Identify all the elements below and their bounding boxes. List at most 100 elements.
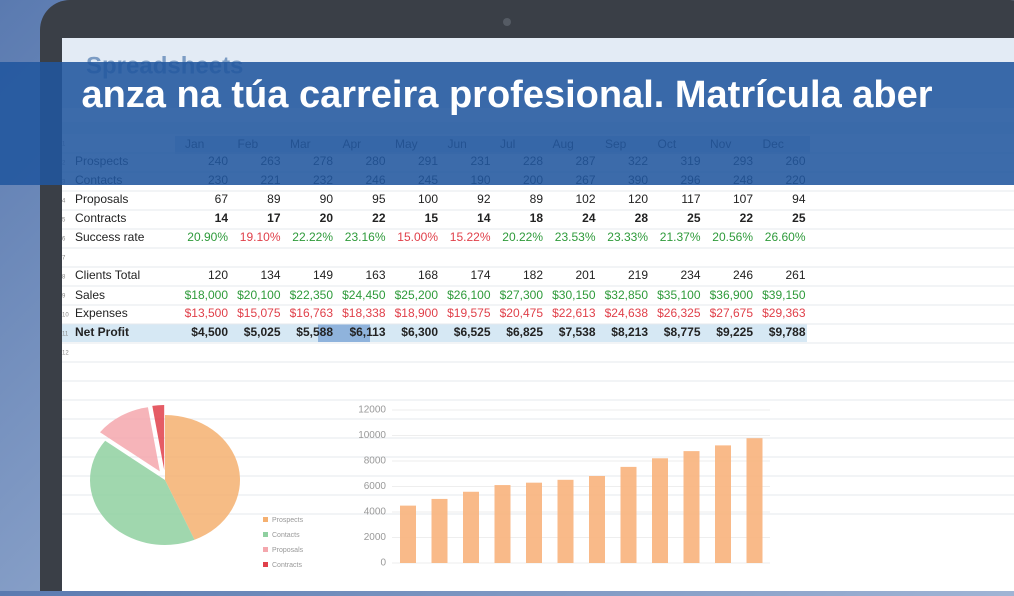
cell: 23.16%	[345, 230, 386, 244]
cell: $8,775	[664, 325, 701, 339]
row-label: Success rate	[75, 230, 145, 244]
row-label: Sales	[75, 288, 105, 302]
cell: $27,300	[500, 288, 544, 302]
row-label: Expenses	[75, 306, 128, 320]
cell: $32,850	[605, 288, 649, 302]
cell: $13,500	[185, 306, 229, 320]
legend-swatch	[263, 517, 268, 522]
legend-swatch	[263, 547, 268, 552]
bar	[684, 451, 700, 563]
bar	[558, 480, 574, 563]
y-tick-label: 10000	[358, 430, 386, 441]
cell: 107	[733, 192, 753, 206]
cell: $19,575	[447, 306, 491, 320]
cell: 22	[740, 211, 754, 225]
cell: $5,588	[296, 325, 333, 339]
cell: $36,900	[710, 288, 754, 302]
bar	[495, 485, 511, 563]
cell: 89	[530, 192, 544, 206]
bar	[526, 483, 542, 563]
bar	[747, 438, 763, 563]
cell: 22.22%	[292, 230, 333, 244]
cell: $9,225	[716, 325, 753, 339]
cell: $39,150	[762, 288, 806, 302]
row-number: 10	[62, 313, 69, 319]
bar	[621, 467, 637, 563]
bar	[463, 492, 479, 563]
headline: anza na túa carreira profesional. Matríc…	[81, 74, 932, 116]
cell: 95	[372, 192, 386, 206]
cell: 15.00%	[397, 230, 438, 244]
legend-swatch	[263, 562, 268, 567]
cell: $18,338	[342, 306, 386, 320]
bar	[715, 445, 731, 563]
row-label: Net Profit	[75, 325, 129, 339]
cell: $26,100	[447, 288, 491, 302]
y-tick-label: 4000	[364, 507, 387, 518]
cell: 23.33%	[607, 230, 648, 244]
row-label: Contracts	[75, 211, 126, 225]
cell: 94	[792, 192, 806, 206]
row-label: Clients Total	[75, 268, 140, 282]
cell: 117	[681, 192, 700, 206]
cell: 24	[582, 211, 596, 225]
cell: 23.53%	[555, 230, 596, 244]
y-tick-label: 2000	[364, 532, 387, 543]
cell: 234	[680, 268, 700, 282]
cell: 20.22%	[502, 230, 543, 244]
cell: 163	[365, 268, 385, 282]
cell: 15.22%	[450, 230, 491, 244]
row-number: 12	[62, 351, 69, 357]
cell: 120	[628, 192, 648, 206]
legend-label: Prospects	[272, 517, 304, 524]
cell: 102	[575, 192, 595, 206]
cell: 18	[530, 211, 544, 225]
cell: $26,325	[657, 306, 701, 320]
cell: 89	[267, 192, 281, 206]
camera	[503, 18, 511, 26]
cell: 67	[215, 192, 229, 206]
cell: 22	[372, 211, 386, 225]
row-label: Proposals	[75, 192, 128, 206]
cell: $22,350	[290, 288, 334, 302]
cell: 92	[477, 192, 491, 206]
cell: 28	[635, 211, 649, 225]
cell: 14	[215, 211, 229, 225]
cell: $8,213	[611, 325, 648, 339]
bar	[400, 506, 416, 563]
cell: $6,300	[401, 325, 438, 339]
cell: $16,763	[290, 306, 334, 320]
cell: $18,000	[185, 288, 229, 302]
legend-label: Proposals	[272, 547, 304, 554]
y-tick-label: 6000	[364, 481, 387, 492]
cell: 21.37%	[660, 230, 701, 244]
cell: 20.90%	[187, 230, 228, 244]
legend-label: Contacts	[272, 532, 300, 539]
cell: 26.60%	[765, 230, 806, 244]
cell: $15,075	[237, 306, 281, 320]
cell: $24,450	[342, 288, 386, 302]
cell: 201	[575, 268, 595, 282]
y-tick-label: 0	[380, 558, 386, 569]
cell: 120	[208, 268, 228, 282]
cell: 182	[523, 268, 543, 282]
y-tick-label: 12000	[358, 405, 386, 416]
cell: 134	[260, 268, 280, 282]
cell: $27,675	[710, 306, 754, 320]
bar	[652, 458, 668, 563]
cell: 17	[267, 211, 281, 225]
cell: 14	[477, 211, 491, 225]
cell: 25	[687, 211, 701, 225]
cell: 261	[785, 268, 805, 282]
screenshot: Spreadsheets ABCDEFGHIJKLMNO123456789101…	[0, 0, 1014, 591]
cell: 168	[418, 268, 438, 282]
cell: 149	[313, 268, 333, 282]
cell: $6,113	[349, 325, 385, 339]
cell: $24,638	[605, 306, 649, 320]
cell: $25,200	[395, 288, 439, 302]
cell: $35,100	[657, 288, 701, 302]
legend-swatch	[263, 532, 268, 537]
cell: 19.10%	[240, 230, 281, 244]
legend-label: Contracts	[272, 562, 302, 569]
bar	[432, 499, 448, 563]
